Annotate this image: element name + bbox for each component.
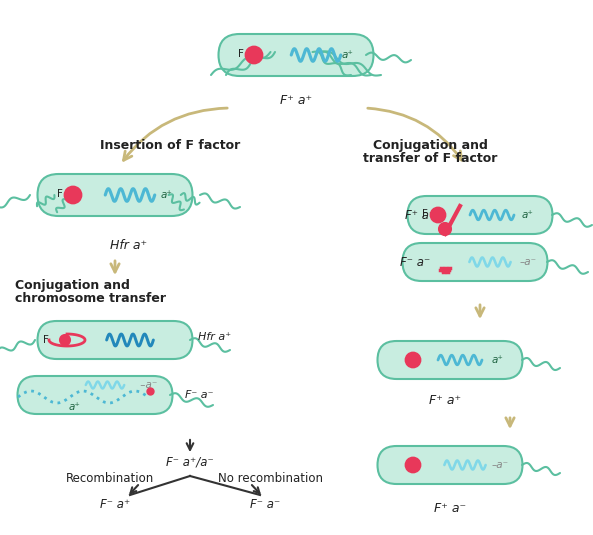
Text: F⁻ a⁺/a⁻: F⁻ a⁺/a⁻ xyxy=(166,455,214,469)
Text: F⁻ a⁻: F⁻ a⁻ xyxy=(400,256,431,269)
Text: a⁺: a⁺ xyxy=(342,50,354,60)
Circle shape xyxy=(435,211,442,218)
Text: a⁺: a⁺ xyxy=(69,402,81,412)
Text: chromosome transfer: chromosome transfer xyxy=(15,292,166,304)
Text: Hfr a⁺: Hfr a⁺ xyxy=(198,332,231,342)
FancyBboxPatch shape xyxy=(378,341,522,379)
Text: –a⁻: –a⁻ xyxy=(137,380,157,390)
FancyBboxPatch shape xyxy=(37,321,193,359)
Text: transfer of F factor: transfer of F factor xyxy=(363,151,497,164)
Text: F⁻ a⁻: F⁻ a⁻ xyxy=(250,499,280,511)
Text: Insertion of F factor: Insertion of F factor xyxy=(100,139,240,151)
Text: No recombination: No recombination xyxy=(218,471,323,485)
Text: F⁺ a⁺: F⁺ a⁺ xyxy=(429,394,461,407)
FancyBboxPatch shape xyxy=(378,446,522,484)
Text: Conjugation and: Conjugation and xyxy=(15,279,130,292)
Text: –a⁻: –a⁻ xyxy=(519,257,537,267)
Circle shape xyxy=(406,458,420,472)
Text: F⁻ a⁻: F⁻ a⁻ xyxy=(185,390,213,400)
FancyBboxPatch shape xyxy=(218,34,374,76)
Text: F⁺ a⁺: F⁺ a⁺ xyxy=(405,209,435,221)
Circle shape xyxy=(410,462,416,469)
FancyBboxPatch shape xyxy=(407,196,553,234)
FancyBboxPatch shape xyxy=(37,174,193,216)
Text: Conjugation and: Conjugation and xyxy=(372,139,487,151)
Text: Recombination: Recombination xyxy=(66,471,154,485)
Circle shape xyxy=(65,187,81,203)
Circle shape xyxy=(250,51,258,59)
Text: Hfr a⁺: Hfr a⁺ xyxy=(110,239,147,251)
Circle shape xyxy=(69,191,77,199)
Circle shape xyxy=(431,208,445,222)
FancyBboxPatch shape xyxy=(18,376,173,414)
Circle shape xyxy=(439,223,451,235)
Text: F: F xyxy=(57,189,63,199)
Circle shape xyxy=(246,47,262,63)
Text: a⁺: a⁺ xyxy=(161,190,173,200)
Text: –a⁻: –a⁻ xyxy=(492,460,509,470)
Circle shape xyxy=(410,356,416,363)
Text: F⁺ a⁺: F⁺ a⁺ xyxy=(280,94,312,106)
Text: F: F xyxy=(238,49,244,59)
Text: F⁺ a⁻: F⁺ a⁻ xyxy=(434,501,466,515)
Circle shape xyxy=(60,335,70,345)
Text: F: F xyxy=(422,209,428,219)
Text: F: F xyxy=(43,335,49,345)
Text: a⁺: a⁺ xyxy=(492,355,504,365)
FancyBboxPatch shape xyxy=(403,243,547,281)
Text: a⁺: a⁺ xyxy=(522,210,534,220)
Text: F⁻ a⁺: F⁻ a⁺ xyxy=(100,499,130,511)
Circle shape xyxy=(406,353,420,367)
